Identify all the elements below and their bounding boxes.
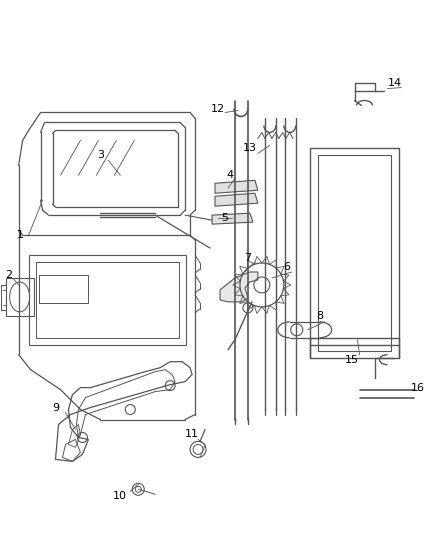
- Bar: [39, 275, 88, 303]
- Polygon shape: [215, 193, 258, 206]
- Text: 10: 10: [113, 491, 127, 501]
- Text: 3: 3: [97, 150, 104, 160]
- Polygon shape: [220, 272, 258, 302]
- Text: 5: 5: [222, 213, 229, 223]
- Text: 7: 7: [244, 253, 251, 263]
- Bar: [6, 278, 34, 316]
- Text: 13: 13: [243, 143, 257, 154]
- Text: 12: 12: [211, 103, 225, 114]
- Bar: [318, 155, 392, 351]
- Text: 14: 14: [387, 78, 402, 87]
- Text: 1: 1: [17, 230, 24, 240]
- Text: 8: 8: [316, 311, 323, 321]
- Text: 11: 11: [185, 430, 199, 440]
- Text: 15: 15: [345, 354, 359, 365]
- Text: 2: 2: [5, 270, 12, 280]
- Text: 4: 4: [226, 170, 233, 180]
- Bar: [28, 255, 186, 345]
- Text: 16: 16: [410, 383, 424, 393]
- Bar: [35, 262, 179, 338]
- Text: 9: 9: [52, 402, 59, 413]
- Text: 6: 6: [283, 262, 290, 272]
- Polygon shape: [215, 180, 258, 193]
- Polygon shape: [212, 213, 253, 224]
- Bar: [310, 148, 399, 358]
